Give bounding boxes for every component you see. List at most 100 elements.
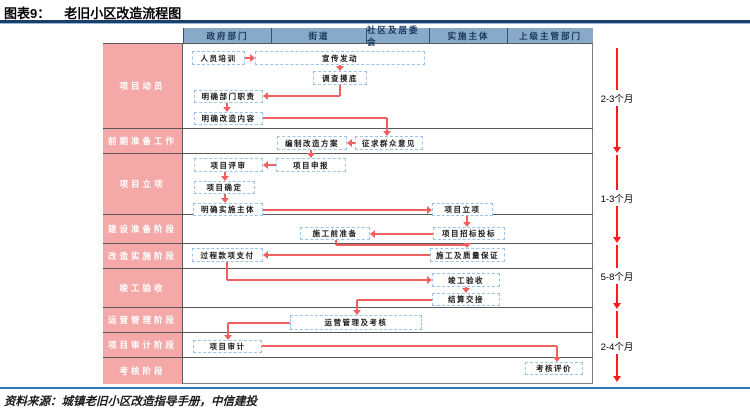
flow-node-clarify-content: 明确改造内容 xyxy=(194,112,263,125)
connector-5-arrow-head xyxy=(347,139,352,147)
source-rule xyxy=(0,387,750,389)
flow-node-survey: 调查摸底 xyxy=(313,71,367,85)
figure-tag: 图表9： xyxy=(4,6,51,21)
header-blank-cell xyxy=(103,28,183,44)
column-header-3: 实施主体 xyxy=(429,28,507,44)
flow-node-assessment-evaluation: 考核评价 xyxy=(525,362,583,375)
flow-node-project-confirm: 项目确定 xyxy=(194,181,255,194)
timeline-label-0: 2-3个月 xyxy=(598,90,636,106)
row-label-8: 考核阶段 xyxy=(103,358,183,384)
connector-11-line-0 xyxy=(466,216,468,223)
figure-header: 图表9： 老旧小区改造流程图 xyxy=(4,3,181,22)
row-label-6: 运营管理阶段 xyxy=(103,308,183,333)
column-header-4: 上级主管部门 xyxy=(507,28,593,44)
timeline-label-3: 2-4个月 xyxy=(598,338,636,354)
connector-6-line-0 xyxy=(310,150,312,155)
flow-node-publicity-launch: 宣传发动 xyxy=(255,51,425,65)
connector-14-line-0 xyxy=(268,254,430,256)
connector-4-line-1 xyxy=(386,118,388,132)
connector-18-line-1 xyxy=(227,323,229,336)
flow-node-pre-construction: 施工前准备 xyxy=(300,227,370,240)
flow-node-personnel-training: 人员培训 xyxy=(192,51,245,65)
connector-7-line-0 xyxy=(268,164,276,166)
connector-9-line-0 xyxy=(224,194,226,200)
flow-node-construction-quality: 施工及质量保证 xyxy=(430,248,505,262)
connector-17-arrow-head xyxy=(353,310,361,315)
connector-13-line-1 xyxy=(336,244,467,246)
row-band-1 xyxy=(103,129,593,154)
flow-node-project-review: 项目评审 xyxy=(194,158,263,172)
connector-9-arrow-head xyxy=(221,198,229,203)
flow-node-progress-payment: 过程款项支付 xyxy=(192,248,263,262)
connector-0-line-0 xyxy=(245,57,251,59)
row-band-0 xyxy=(103,44,593,129)
connector-18-arrow-head xyxy=(224,335,232,340)
flow-node-settlement-handover: 结算交接 xyxy=(432,293,500,306)
connector-10-line-0 xyxy=(263,209,428,211)
row-band-2 xyxy=(103,154,593,215)
row-label-2: 项目立项 xyxy=(103,154,183,215)
connector-11-arrow-head xyxy=(463,222,471,227)
column-header-0: 政府部门 xyxy=(183,28,271,44)
connector-8-line-0 xyxy=(224,172,226,178)
connector-13-arrow-head xyxy=(463,243,471,248)
column-header-1: 街道 xyxy=(271,28,366,44)
connector-16-arrow-head xyxy=(462,288,470,293)
connector-14-arrow-head xyxy=(263,251,268,259)
connector-12-line-0 xyxy=(375,233,433,235)
title-rule xyxy=(0,20,750,24)
row-band-5 xyxy=(103,269,593,308)
connector-12-arrow-head xyxy=(370,230,375,238)
row-label-4: 改造实施阶段 xyxy=(103,244,183,269)
connector-4-arrow-head xyxy=(383,131,391,136)
row-band-7 xyxy=(103,333,593,358)
connector-18-line-0 xyxy=(228,322,290,324)
connector-8-arrow-head xyxy=(221,176,229,181)
timeline-arrow-head-0 xyxy=(613,147,621,153)
flow-node-clarify-duties: 明确部门职责 xyxy=(194,90,263,103)
flow-node-operation-assessment: 运营管理及考核 xyxy=(290,315,422,330)
flow-node-solicit-opinions: 征求群众意见 xyxy=(355,136,423,150)
connector-3-arrow-head xyxy=(223,107,231,112)
row-band-6 xyxy=(103,308,593,333)
timeline-arrow-head-1 xyxy=(613,237,621,243)
connector-5-line-0 xyxy=(352,142,355,144)
connector-17-line-0 xyxy=(357,299,432,301)
connector-3-line-0 xyxy=(226,103,228,108)
connector-15-arrow-head xyxy=(427,276,432,284)
row-band-3 xyxy=(103,215,593,244)
row-label-3: 建设准备阶段 xyxy=(103,215,183,244)
row-label-7: 项目审计阶段 xyxy=(103,333,183,358)
row-label-5: 竣工验收 xyxy=(103,269,183,308)
connector-13-line-0 xyxy=(335,240,337,245)
figure-title: 老旧小区改造流程图 xyxy=(64,6,182,21)
connector-19-line-1 xyxy=(556,346,558,358)
connector-15-line-0 xyxy=(226,262,228,280)
connector-7-arrow-head xyxy=(263,161,268,169)
connector-1-arrow-head xyxy=(336,66,344,71)
connector-0-arrow-head xyxy=(250,54,255,62)
connector-2-line-1 xyxy=(268,95,340,97)
flow-node-prepare-plan: 编制改造方案 xyxy=(277,136,347,150)
flow-node-clarify-implementer: 明确实施主体 xyxy=(193,203,263,216)
row-label-0: 项目动员 xyxy=(103,44,183,129)
connector-2-line-0 xyxy=(339,85,341,96)
connector-4-line-0 xyxy=(263,117,387,119)
timeline-arrow-head-3 xyxy=(613,376,621,382)
source-note: 资料来源：城镇老旧小区改造指导手册，中信建投 xyxy=(4,396,257,408)
flow-node-completion-acceptance: 竣工验收 xyxy=(432,273,500,287)
connector-10-arrow-head xyxy=(427,206,432,214)
timeline-arrow-head-2 xyxy=(613,303,621,309)
connector-19-line-0 xyxy=(262,345,557,347)
column-header-2: 社区及居委会 xyxy=(366,25,429,47)
timeline-label-1: 1-3个月 xyxy=(598,190,636,206)
connector-6-arrow-head xyxy=(307,153,315,158)
row-label-1: 前期准备工作 xyxy=(103,129,183,154)
flow-node-project-approval: 项目立项 xyxy=(432,203,493,216)
flow-node-project-audit: 项目审计 xyxy=(193,340,262,353)
connector-15-line-1 xyxy=(227,279,428,281)
connector-17-line-1 xyxy=(356,300,358,311)
timeline-label-2: 5-8个月 xyxy=(598,268,636,284)
connector-19-arrow-head xyxy=(553,357,561,362)
